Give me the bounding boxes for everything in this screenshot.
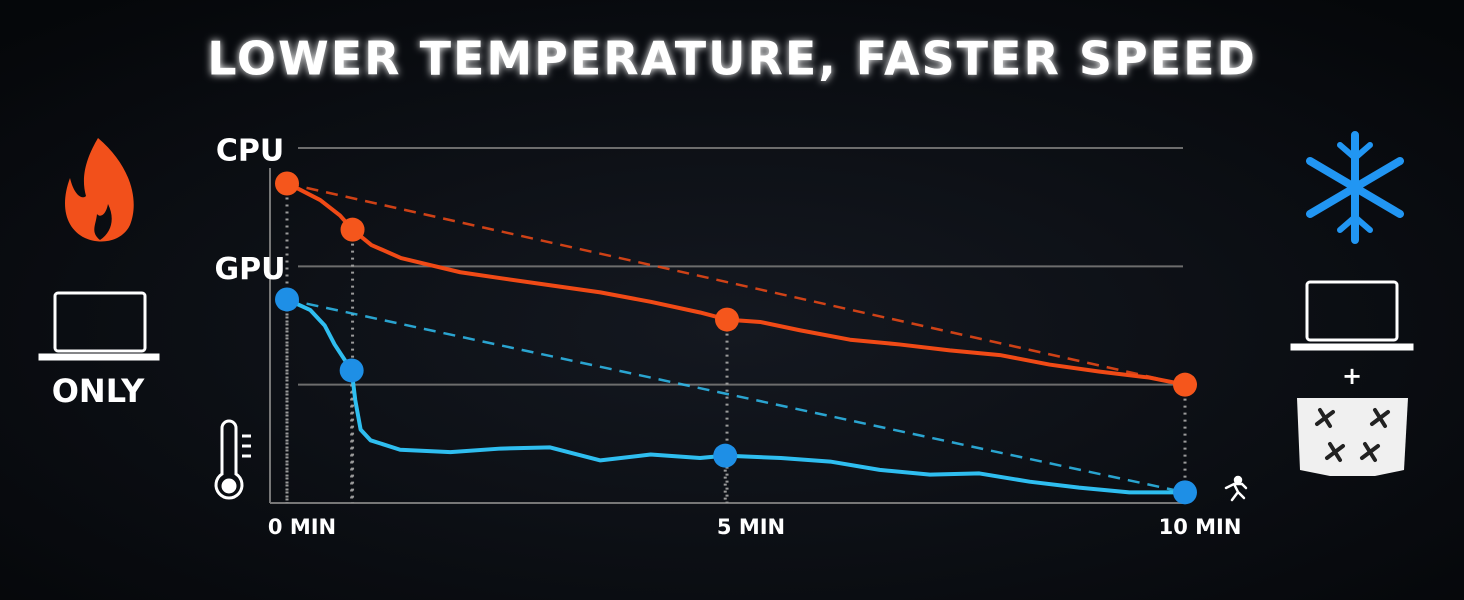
laptop-icon-right: [1290, 280, 1414, 351]
plus-label: +: [1342, 362, 1362, 390]
point-marker: [713, 443, 738, 468]
point-marker: [715, 307, 740, 332]
point-marker: [275, 287, 299, 312]
trend-line: [286, 298, 1186, 494]
y-tick-label: CPU: [216, 134, 284, 169]
point-marker: [1173, 372, 1197, 397]
point-marker: [1173, 480, 1197, 505]
thermometer-icon: [214, 419, 251, 500]
point-marker: [275, 171, 299, 196]
x-tick-label: 10 MIN: [1159, 515, 1242, 539]
snowflake-icon: [1306, 131, 1404, 244]
x-tick-label: 5 MIN: [717, 515, 785, 539]
y-tick-label: GPU: [215, 252, 286, 287]
point-marker: [339, 358, 364, 383]
runner-icon: [1224, 475, 1248, 502]
trend-line: [286, 182, 1186, 386]
laptop-icon: [38, 291, 160, 361]
point-marker: [340, 217, 365, 242]
title: LOWER TEMPERATURE, FASTER SPEED: [207, 32, 1257, 86]
x-tick-label: 0 MIN: [268, 515, 336, 539]
cooling-pad-icon: [1297, 398, 1408, 476]
only-label: ONLY: [52, 372, 145, 410]
flame-icon: [65, 138, 134, 242]
